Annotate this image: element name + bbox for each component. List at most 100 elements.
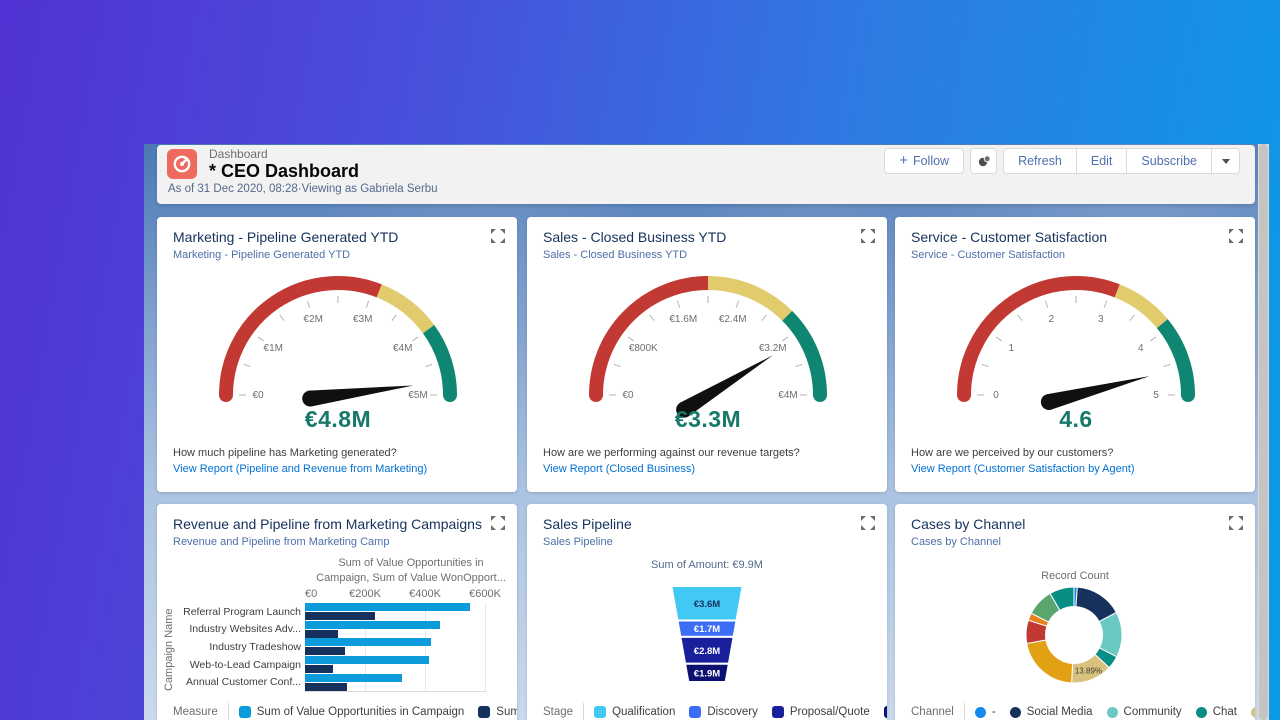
gauge-needle <box>309 385 414 407</box>
bar-row: Industry Websites Adv... <box>183 620 485 639</box>
legend-item: Proposal/Quote <box>771 706 870 718</box>
gauge-chart[interactable]: €0 €1M €2M €3M €4M €5M €4.8M <box>157 267 517 435</box>
bar-segment[interactable] <box>305 673 402 682</box>
more-actions-button[interactable] <box>1212 148 1240 174</box>
legend-item: Discovery <box>689 706 758 718</box>
bar-segment[interactable] <box>305 603 470 612</box>
x-tick-label: €400K <box>409 588 441 600</box>
expand-icon[interactable] <box>491 516 505 530</box>
view-report-link[interactable]: View Report (Customer Satisfaction by Ag… <box>911 463 1135 475</box>
gauge-band <box>422 325 457 396</box>
card-customer-satisfaction: Service - Customer Satisfaction Service … <box>895 217 1255 492</box>
edit-button[interactable]: Edit <box>1076 148 1128 174</box>
gauge-tick-label: 4 <box>1138 343 1144 354</box>
card-title: Service - Customer Satisfaction <box>911 229 1108 245</box>
bar-row: Web-to-Lead Campaign <box>183 656 485 674</box>
header-button-group: Refresh Edit Subscribe <box>1003 148 1240 174</box>
bar-segment[interactable] <box>305 638 431 647</box>
expand-icon[interactable] <box>1229 516 1243 530</box>
gauge-tick-label: €2M <box>304 314 323 325</box>
gauge-tick-label: 5 <box>1153 390 1159 401</box>
gauge-tick-label: €3.2M <box>759 343 787 354</box>
funnel-segment[interactable] <box>683 662 731 683</box>
legend-swatch-icon <box>478 706 491 718</box>
expand-icon[interactable] <box>1229 229 1243 243</box>
chart-legend: Stage Qualification Discovery Proposal/Quot… <box>543 700 887 720</box>
bar-category-label: Annual Customer Conf... <box>186 676 301 689</box>
card-title: Sales Pipeline <box>543 516 632 532</box>
card-cases-by-channel: Cases by Channel Cases by Channel Record… <box>895 504 1255 720</box>
legend-title: Measure <box>173 706 218 718</box>
card-title: Cases by Channel <box>911 516 1026 532</box>
legend-item: Community <box>1106 706 1182 718</box>
plus-icon: + <box>899 152 908 169</box>
refresh-button[interactable]: Refresh <box>1003 148 1077 174</box>
bar-segment[interactable] <box>305 647 345 656</box>
bar-segment[interactable] <box>305 612 375 621</box>
bar-segment[interactable] <box>305 656 429 665</box>
collaboration-button[interactable] <box>970 148 998 174</box>
gauge-tick-label: €0 <box>252 390 264 401</box>
gauge-value: €3.3M <box>675 406 741 432</box>
dashboard-page: Dashboard * CEO Dashboard As of 31 Dec 2… <box>144 144 1269 720</box>
gauge-chart[interactable]: €0 €800K €1.6M €2.4M €3.2M €4M €3.3M <box>527 267 887 435</box>
card-revenue-pipeline-campaigns: Revenue and Pipeline from Marketing Camp… <box>157 504 517 720</box>
card-title: Marketing - Pipeline Generated YTD <box>173 229 399 245</box>
gauge-tick-label: €0 <box>622 390 634 401</box>
x-tick-label: €600K <box>469 588 501 600</box>
chart-legend: Measure Sum of Value Opportunities in Cam… <box>173 700 517 720</box>
gauge-value: 4.6 <box>1059 406 1092 432</box>
gauge-tick-label: €1M <box>264 343 283 354</box>
legend-item: Chat <box>1195 706 1237 718</box>
dashboard-header: Dashboard * CEO Dashboard As of 31 Dec 2… <box>157 145 1255 204</box>
gauge-band <box>707 276 793 321</box>
bar-segment[interactable] <box>305 629 338 638</box>
card-subtitle: Service - Customer Satisfaction <box>911 249 1066 261</box>
expand-icon[interactable] <box>861 229 875 243</box>
scrollbar[interactable] <box>1258 144 1269 720</box>
gauge-chart[interactable]: 0 1 2 3 4 5 4.6 <box>895 267 1255 435</box>
view-report-link[interactable]: View Report (Pipeline and Revenue from M… <box>173 463 428 475</box>
donut-chart[interactable]: 13.89% <box>895 585 1255 689</box>
expand-icon[interactable] <box>491 229 505 243</box>
expand-icon[interactable] <box>861 516 875 530</box>
donut-slice[interactable] <box>1049 586 1075 611</box>
bar-category-label: Industry Websites Adv... <box>189 623 301 636</box>
funnel-total-label: Sum of Amount: €9.9M <box>651 559 763 571</box>
gauge-needle <box>679 355 773 417</box>
gauge-tick-label: €3M <box>353 314 372 325</box>
donut-title: Record Count <box>1041 570 1109 582</box>
x-tick-label: €200K <box>349 588 381 600</box>
legend-item: Social Media <box>1009 706 1093 718</box>
scrollbar-thumb[interactable] <box>1259 144 1268 720</box>
bar-row: Referral Program Launch <box>183 603 485 621</box>
bar-segment[interactable] <box>305 682 347 691</box>
legend-swatch-icon <box>883 706 887 718</box>
bar-segment[interactable] <box>305 665 333 674</box>
gauge-band <box>957 276 1120 396</box>
card-subtitle: Revenue and Pipeline from Marketing Camp <box>173 536 390 548</box>
follow-button[interactable]: + Follow <box>884 148 965 174</box>
gauge-tick-label: 2 <box>1048 314 1054 325</box>
card-question: How much pipeline has Marketing generate… <box>173 447 397 459</box>
gauge-tick-label: €1.6M <box>669 314 697 325</box>
subscribe-button[interactable]: Subscribe <box>1127 148 1212 174</box>
legend-swatch-icon <box>1106 706 1118 718</box>
gauge-tick-label: €4M <box>778 390 797 401</box>
bar-segment[interactable] <box>305 620 440 629</box>
donut-slice-label: 13.89% <box>1075 666 1102 675</box>
gauge-tick-label: €2.4M <box>719 314 747 325</box>
donut-slice[interactable] <box>1026 639 1074 684</box>
legend-item: Sum of Value Opportunities in Campaign <box>238 706 464 718</box>
funnel-chart[interactable]: €3.6M €1.7M €2.8M €1.9M <box>527 584 887 688</box>
legend-swatch-icon <box>1250 706 1255 718</box>
bar-axis-title: Sum of Value Opportunities in Campaign, … <box>316 557 506 584</box>
view-report-link[interactable]: View Report (Closed Business) <box>543 463 696 475</box>
card-title: Sales - Closed Business YTD <box>543 229 727 245</box>
bar-y-axis-label: Campaign Name <box>163 608 175 691</box>
page-title: * CEO Dashboard <box>209 161 360 181</box>
gauge-band <box>376 284 435 334</box>
funnel-segment-value: €1.9M <box>694 668 720 679</box>
bar-x-axis-ticks: €0 €200K €400K €600K <box>157 588 517 600</box>
card-subtitle: Marketing - Pipeline Generated YTD <box>173 249 351 261</box>
